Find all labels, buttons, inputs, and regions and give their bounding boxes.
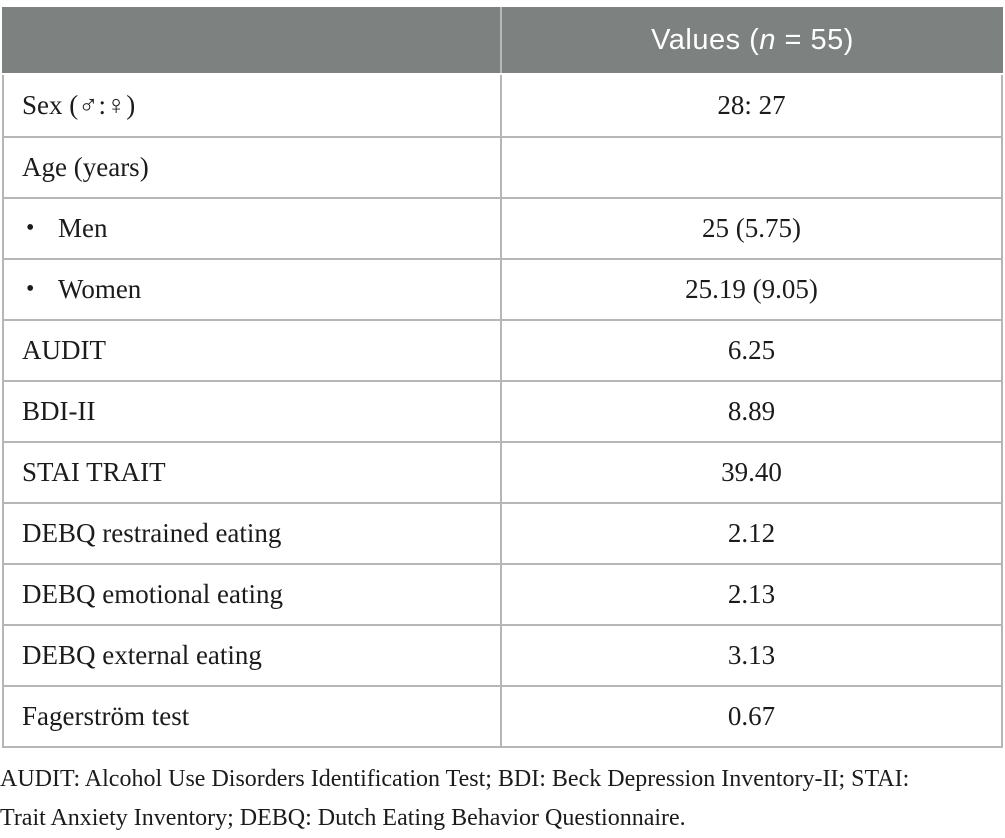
row-value: 3.13 (727, 640, 776, 670)
row-value: 6.25 (727, 335, 776, 365)
row-value-cell: 6.25 (502, 321, 1001, 380)
table-row: • BDI-II 8.89 (4, 380, 1001, 441)
row-label-cell: • Age (years) (4, 138, 502, 197)
row-value: 28: 27 (717, 90, 786, 120)
table-row: • STAI TRAIT 39.40 (4, 441, 1001, 502)
row-label: DEBQ emotional eating (22, 579, 283, 609)
table-header-row: Values (n = 55) (2, 7, 1003, 73)
row-value-cell: 2.13 (502, 565, 1001, 624)
row-label: AUDIT (22, 335, 106, 365)
table-row: • Men 25 (5.75) (4, 197, 1001, 258)
row-label-cell: • STAI TRAIT (4, 443, 502, 502)
row-label: Age (years) (22, 152, 149, 182)
table-row: • AUDIT 6.25 (4, 319, 1001, 380)
row-value-cell: 28: 27 (502, 75, 1001, 136)
row-label-cell: • AUDIT (4, 321, 502, 380)
table-footnote: AUDIT: Alcohol Use Disorders Identificat… (0, 760, 1005, 838)
row-label: Sex (♂:♀) (22, 90, 136, 120)
row-value-cell: 0.67 (502, 687, 1001, 746)
header-values-cell: Values (n = 55) (502, 7, 1003, 73)
row-label: DEBQ external eating (22, 640, 262, 670)
footnote-line-2: Trait Anxiety Inventory; DEBQ: Dutch Eat… (0, 805, 686, 831)
row-value: 25 (5.75) (702, 213, 801, 243)
row-label: STAI TRAIT (22, 457, 166, 487)
footnote-line-1: AUDIT: Alcohol Use Disorders Identificat… (0, 766, 910, 792)
row-value: 8.89 (727, 396, 776, 426)
row-value-cell: 8.89 (502, 382, 1001, 441)
bullet-icon: • (26, 276, 35, 302)
row-label-cell: • DEBQ external eating (4, 626, 502, 685)
summary-table: Values (n = 55) • Sex (♂:♀) 28: 27 • Age… (2, 7, 1003, 748)
row-label-cell: • DEBQ emotional eating (4, 565, 502, 624)
row-label: Men (58, 213, 108, 243)
table-row: • DEBQ restrained eating 2.12 (4, 502, 1001, 563)
row-label-cell: • Men (4, 199, 502, 258)
row-value: 2.13 (727, 579, 776, 609)
table-row: • DEBQ external eating 3.13 (4, 624, 1001, 685)
row-label: Women (58, 274, 142, 304)
table-row: • Age (years) (4, 136, 1001, 197)
row-value-cell: 25 (5.75) (502, 199, 1001, 258)
table-row: • DEBQ emotional eating 2.13 (4, 563, 1001, 624)
row-label-cell: • Women (4, 260, 502, 319)
row-label-cell: • BDI-II (4, 382, 502, 441)
row-label: DEBQ restrained eating (22, 518, 282, 548)
header-values-label: Values (n = 55) (651, 23, 854, 56)
table-body: • Sex (♂:♀) 28: 27 • Age (years) • Men 2… (2, 75, 1003, 748)
row-value-cell: 25.19 (9.05) (502, 260, 1001, 319)
row-label-cell: • Sex (♂:♀) (4, 75, 502, 136)
row-value: 39.40 (721, 457, 782, 487)
row-value: 2.12 (727, 518, 776, 548)
row-value: 25.19 (9.05) (685, 274, 818, 304)
table-row: • Women 25.19 (9.05) (4, 258, 1001, 319)
row-value: 0.67 (727, 701, 776, 731)
bullet-icon: • (26, 215, 35, 241)
row-label-cell: • DEBQ restrained eating (4, 504, 502, 563)
row-label: Fagerström test (22, 701, 190, 731)
row-value-cell: 3.13 (502, 626, 1001, 685)
header-empty-cell (2, 7, 502, 73)
row-label: BDI-II (22, 396, 96, 426)
row-value-cell: 39.40 (502, 443, 1001, 502)
row-value-cell (502, 138, 1001, 197)
table-row: • Sex (♂:♀) 28: 27 (4, 75, 1001, 136)
row-value-cell: 2.12 (502, 504, 1001, 563)
row-label-cell: • Fagerström test (4, 687, 502, 746)
table-row: • Fagerström test 0.67 (4, 685, 1001, 746)
